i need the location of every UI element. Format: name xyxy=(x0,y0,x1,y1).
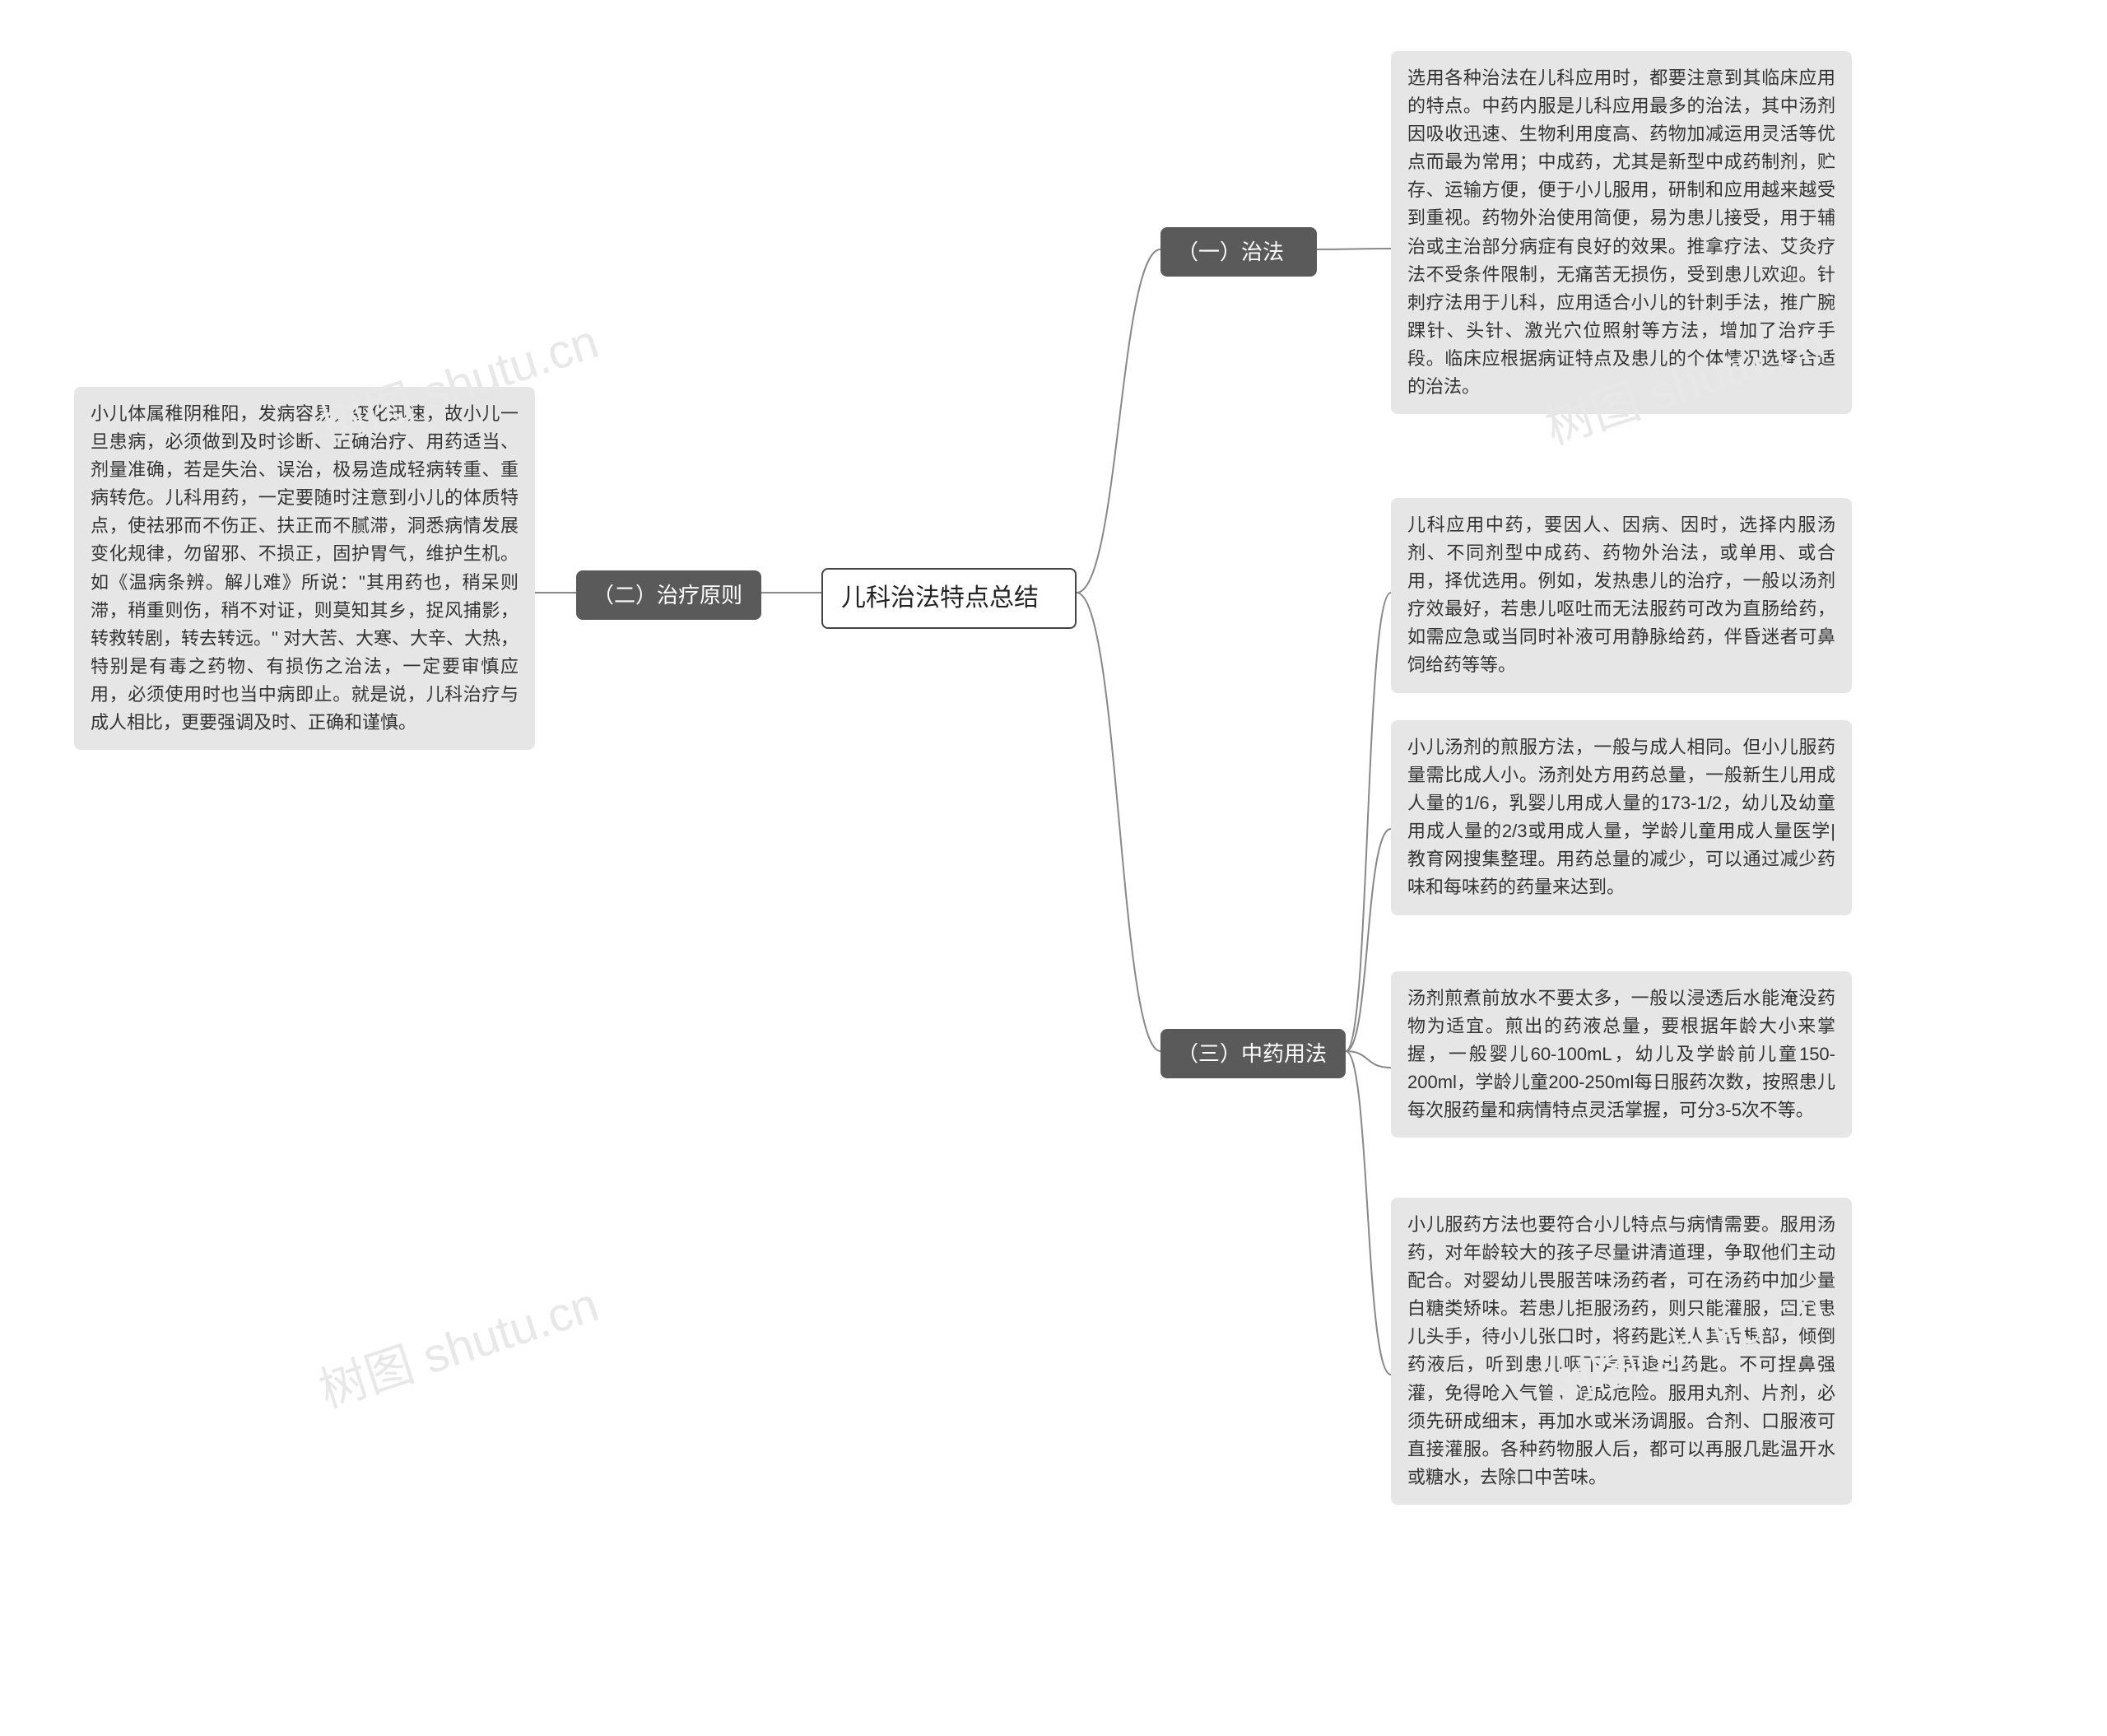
leaf-text: 儿科应用中药，要因人、因病、因时，选择内服汤剂、不同剂型中成药、药物外治法，或单… xyxy=(1407,514,1835,675)
watermark-en: shutu.cn xyxy=(416,1278,605,1385)
leaf-node[interactable]: 汤剂煎煮前放水不要太多，一般以浸透后水能淹没药物为适宜。煎出的药液总量，要根据年… xyxy=(1391,971,1852,1138)
branch-node[interactable]: （一）治法 xyxy=(1160,227,1317,277)
connector xyxy=(1077,593,1160,1051)
leaf-text: 小儿体属稚阴稚阳，发病容易，变化迅速，故小儿一旦患病，必须做到及时诊断、正确治疗… xyxy=(91,403,519,733)
leaf-node[interactable]: 小儿体属稚阴稚阳，发病容易，变化迅速，故小儿一旦患病，必须做到及时诊断、正确治疗… xyxy=(74,387,535,750)
branch-label: （二）治疗原则 xyxy=(593,583,742,607)
leaf-text: 小儿服药方法也要符合小儿特点与病情需要。服用汤药，对年龄较大的孩子尽量讲清道理，… xyxy=(1407,1214,1835,1487)
watermark-cn: 树图 xyxy=(313,1333,433,1418)
connector xyxy=(1346,1051,1391,1375)
leaf-text: 选用各种治法在儿科应用时，都要注意到其临床应用的特点。中药内服是儿科应用最多的治… xyxy=(1407,67,1835,397)
watermark: 树图 shutu.cn xyxy=(309,1266,606,1421)
connector xyxy=(1346,1051,1391,1068)
leaf-node[interactable]: 小儿汤剂的煎服方法，一般与成人相同。但小儿服药量需比成人小。汤剂处方用药总量，一… xyxy=(1391,720,1852,915)
leaf-node[interactable]: 儿科应用中药，要因人、因病、因时，选择内服汤剂、不同剂型中成药、药物外治法，或单… xyxy=(1391,498,1852,693)
leaf-text: 汤剂煎煮前放水不要太多，一般以浸透后水能淹没药物为适宜。煎出的药液总量，要根据年… xyxy=(1407,988,1835,1120)
connector xyxy=(1346,829,1391,1051)
branch-node[interactable]: （三）中药用法 xyxy=(1160,1029,1346,1078)
leaf-node[interactable]: 小儿服药方法也要符合小儿特点与病情需要。服用汤药，对年龄较大的孩子尽量讲清道理，… xyxy=(1391,1198,1852,1505)
connector xyxy=(1346,593,1391,1051)
branch-label: （一）治法 xyxy=(1177,240,1284,264)
leaf-node[interactable]: 选用各种治法在儿科应用时，都要注意到其临床应用的特点。中药内服是儿科应用最多的治… xyxy=(1391,51,1852,414)
branch-label: （三）中药用法 xyxy=(1177,1041,1327,1066)
root-label: 儿科治法特点总结 xyxy=(841,584,1039,612)
connector xyxy=(1077,249,1160,593)
leaf-text: 小儿汤剂的煎服方法，一般与成人相同。但小儿服药量需比成人小。汤剂处方用药总量，一… xyxy=(1407,737,1835,897)
branch-node[interactable]: （二）治疗原则 xyxy=(576,570,761,620)
root-node[interactable]: 儿科治法特点总结 xyxy=(821,568,1077,629)
